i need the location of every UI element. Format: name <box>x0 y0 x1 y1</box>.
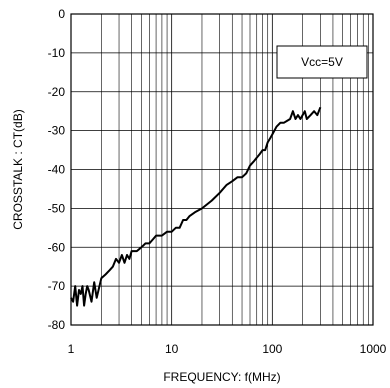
series-line <box>70 106 322 307</box>
series-line-group <box>70 106 322 307</box>
y-tick-label: -30 <box>48 124 66 138</box>
annotation-frame <box>276 45 368 79</box>
y-tick-labels: 0 -10 -20 -30 -40 -50 -60 -70 -80 <box>48 7 66 332</box>
plot-frame <box>70 13 374 326</box>
x-tick-label: 100 <box>262 342 282 356</box>
x-tick-labels: 1 10 100 1000 <box>68 342 387 356</box>
y-tick-label: -10 <box>48 46 66 60</box>
y-tick-label: 0 <box>58 7 65 21</box>
y-tick-label: -60 <box>48 240 66 254</box>
annotation-box: Vcc=5V <box>276 45 368 79</box>
y-tick-label: -80 <box>48 318 66 332</box>
y-tick-label: -40 <box>48 163 66 177</box>
x-tick-label: 10 <box>165 342 179 356</box>
x-tick-label: 1000 <box>360 342 387 356</box>
x-tick-label: 1 <box>68 342 75 356</box>
y-tick-label: -20 <box>48 85 66 99</box>
y-tick-label: -70 <box>48 279 66 293</box>
x-axis-title: FREQUENCY: f(MHz) <box>163 370 280 384</box>
annotation-text: Vcc=5V <box>301 55 343 69</box>
y-tick-label: -50 <box>48 201 66 215</box>
y-axis-title: CROSSTALK : CT(dB) <box>11 109 25 229</box>
